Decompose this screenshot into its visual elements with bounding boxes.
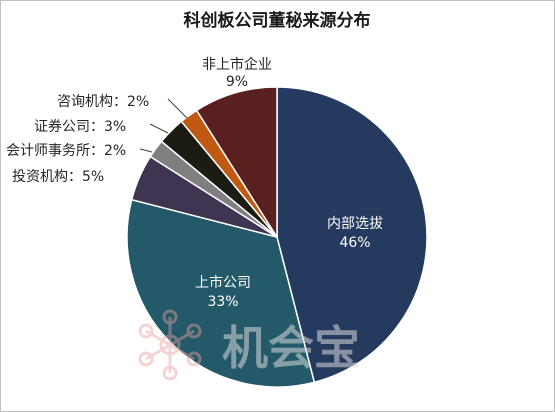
slice-label-4: 证券公司：3% [34, 119, 126, 135]
pie-slice-0 [276, 86, 428, 384]
leader-line-3 [139, 148, 153, 153]
logo-center [159, 334, 181, 356]
leader-line-5 [167, 98, 188, 119]
watermark: 机会宝 [138, 309, 360, 381]
logo-node-5 [138, 323, 154, 339]
logo-node-1 [186, 323, 202, 339]
chart-title: 科创板公司董秘来源分布 [184, 10, 371, 31]
slice-label-2: 投资机构：5% [12, 169, 104, 185]
logo-node-3 [162, 365, 178, 381]
watermark-text: 机会宝 [222, 321, 360, 375]
slice-label-name-1: 上市公司 [195, 274, 251, 291]
slice-label-name-6: 非上市企业 [202, 56, 272, 73]
logo-bond-5 [145, 329, 171, 347]
logo-bond-1 [169, 329, 195, 347]
logo-bond-4 [145, 343, 171, 361]
logo-node-0 [162, 309, 178, 325]
logo-node-4 [138, 351, 154, 367]
slice-label-pct-0: 46% [339, 235, 370, 251]
slice-label-5: 咨询机构：2% [57, 94, 149, 110]
pie-slice-1 [126, 198, 316, 388]
slice-label-pct-6: 9% [226, 74, 248, 90]
slice-label-name-0: 内部选拔 [327, 216, 383, 232]
pie-slice-6 [195, 86, 278, 240]
slice-label-3: 会计师事务所：2% [6, 143, 126, 159]
slice-label-pct-1: 33% [207, 294, 238, 310]
pie-slices [126, 86, 428, 388]
logo-node-2 [186, 351, 202, 367]
molecule-logo-icon [138, 309, 202, 381]
leader-line-4 [149, 123, 169, 134]
pie-labels: 内部选拔 46% 上市公司 33% 投资机构：5% 会计师事务所：2% 证券公司：3% 咨询机… [6, 56, 383, 310]
logo-bond-2 [169, 343, 195, 361]
